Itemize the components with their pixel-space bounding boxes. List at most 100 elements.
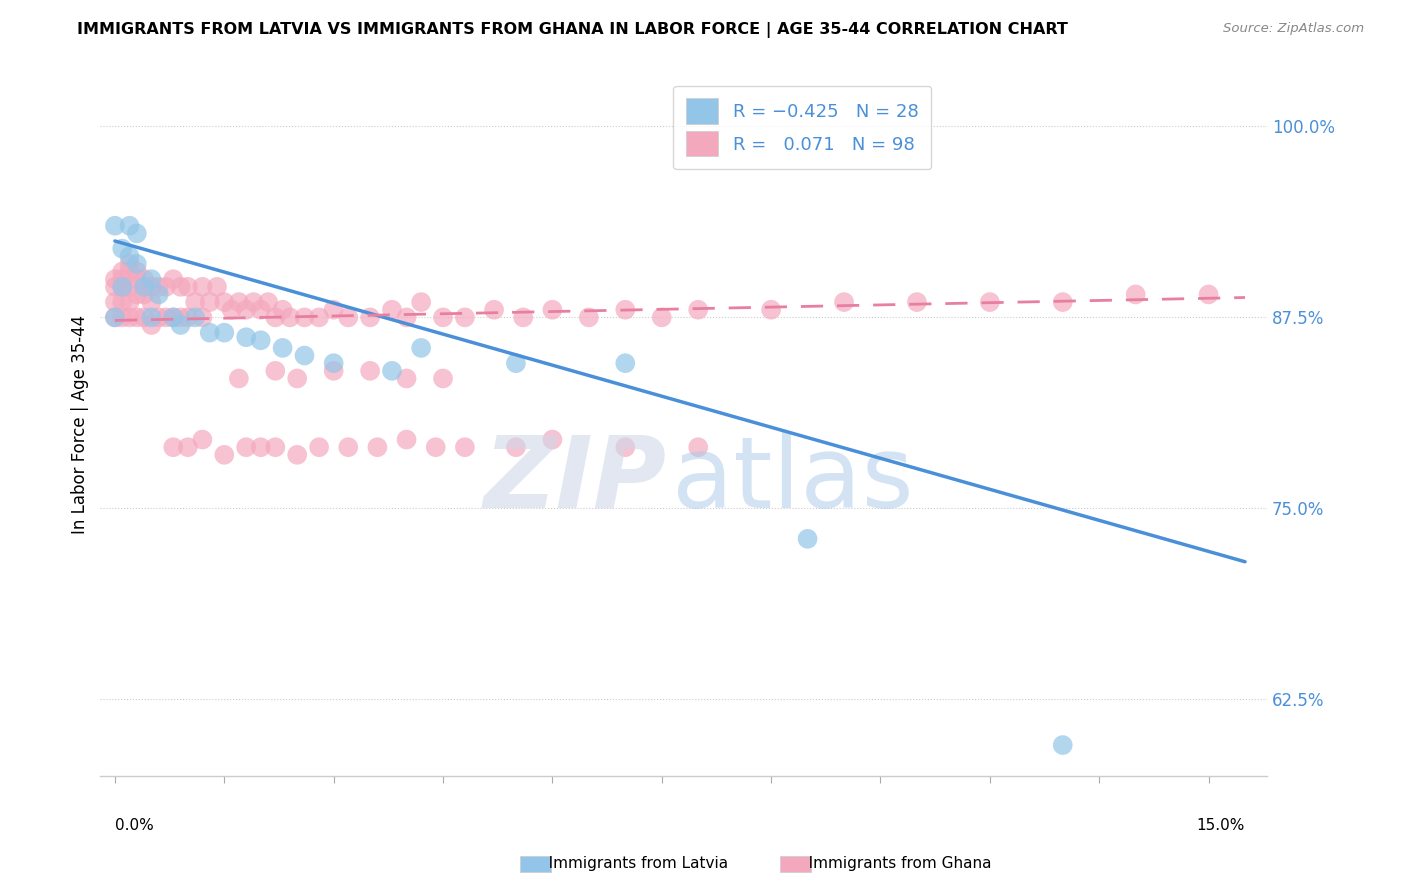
Point (242, 295, 264, 310)
Text: Source: ZipAtlas.com: Source: ZipAtlas.com (1223, 22, 1364, 36)
Point (118, 280, 141, 294)
Point (198, 326, 221, 340)
Point (104, 295, 127, 310)
Point (169, 318, 191, 332)
Point (141, 318, 163, 332)
Point (294, 349, 316, 363)
Point (141, 310, 163, 325)
Point (162, 272, 184, 286)
Point (454, 440, 477, 454)
Point (979, 295, 1001, 310)
Point (271, 341, 294, 355)
Point (228, 371, 250, 385)
Point (191, 310, 214, 325)
Point (322, 364, 344, 378)
Y-axis label: In Labor Force | Age 35-44: In Labor Force | Age 35-44 (72, 315, 89, 533)
Text: IMMIGRANTS FROM LATVIA VS IMMIGRANTS FROM GHANA IN LABOR FORCE | AGE 35-44 CORRE: IMMIGRANTS FROM LATVIA VS IMMIGRANTS FRO… (77, 22, 1069, 38)
Point (359, 310, 381, 325)
Point (505, 356, 527, 370)
Point (1052, 738, 1074, 752)
Point (614, 356, 637, 370)
Point (308, 440, 330, 454)
Point (111, 280, 134, 294)
Point (141, 280, 163, 294)
Point (162, 310, 184, 325)
Point (125, 257, 148, 271)
Point (191, 433, 214, 447)
Point (214, 448, 236, 462)
Point (278, 310, 301, 325)
Point (221, 302, 243, 317)
Point (141, 272, 163, 286)
Point (432, 310, 454, 325)
Point (191, 280, 214, 294)
Text: 15.0%: 15.0% (1197, 818, 1246, 833)
Point (214, 326, 236, 340)
Point (688, 440, 710, 454)
Point (132, 280, 155, 294)
Point (169, 280, 191, 294)
Point (125, 264, 148, 278)
Point (512, 310, 534, 325)
Point (395, 433, 418, 447)
Point (132, 272, 155, 286)
Point (578, 310, 600, 325)
Point (148, 280, 170, 294)
Point (337, 310, 360, 325)
Point (294, 310, 316, 325)
Point (132, 287, 155, 301)
Point (118, 249, 141, 263)
Point (425, 440, 447, 454)
Point (228, 295, 250, 310)
Point (285, 371, 308, 385)
Point (111, 280, 134, 294)
Point (432, 371, 454, 385)
Point (411, 295, 433, 310)
Point (505, 440, 527, 454)
Text: atlas: atlas (672, 432, 914, 529)
Point (162, 310, 184, 325)
Point (359, 364, 381, 378)
Point (322, 302, 344, 317)
Point (759, 302, 782, 317)
Point (104, 272, 127, 286)
Point (155, 310, 177, 325)
Point (205, 280, 228, 294)
Text: ZIP: ZIP (484, 432, 666, 529)
Text: Immigrants from Latvia: Immigrants from Latvia (534, 856, 728, 871)
Point (235, 302, 257, 317)
Point (125, 287, 148, 301)
Point (148, 287, 170, 301)
Point (381, 364, 404, 378)
Point (141, 295, 163, 310)
Point (395, 310, 418, 325)
Point (118, 295, 141, 310)
Point (177, 280, 200, 294)
Point (177, 310, 200, 325)
Point (614, 302, 637, 317)
Point (235, 330, 257, 344)
Point (454, 310, 477, 325)
Point (1198, 287, 1220, 301)
Point (184, 310, 207, 325)
Point (411, 341, 433, 355)
Point (111, 272, 134, 286)
Point (337, 440, 360, 454)
Point (198, 295, 221, 310)
Text: 0.0%: 0.0% (115, 818, 153, 833)
Point (118, 219, 141, 233)
Point (104, 310, 127, 325)
Point (271, 302, 294, 317)
Point (264, 310, 287, 325)
Point (132, 310, 155, 325)
Point (249, 302, 271, 317)
Point (177, 440, 200, 454)
Point (322, 356, 344, 370)
Point (125, 227, 148, 241)
Point (125, 310, 148, 325)
Point (162, 440, 184, 454)
Point (264, 364, 287, 378)
Point (155, 280, 177, 294)
Point (688, 302, 710, 317)
Point (249, 333, 271, 347)
